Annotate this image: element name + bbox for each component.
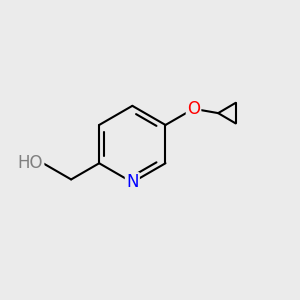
Text: O: O <box>187 100 200 118</box>
Text: N: N <box>126 173 139 191</box>
Text: HO: HO <box>18 154 43 172</box>
